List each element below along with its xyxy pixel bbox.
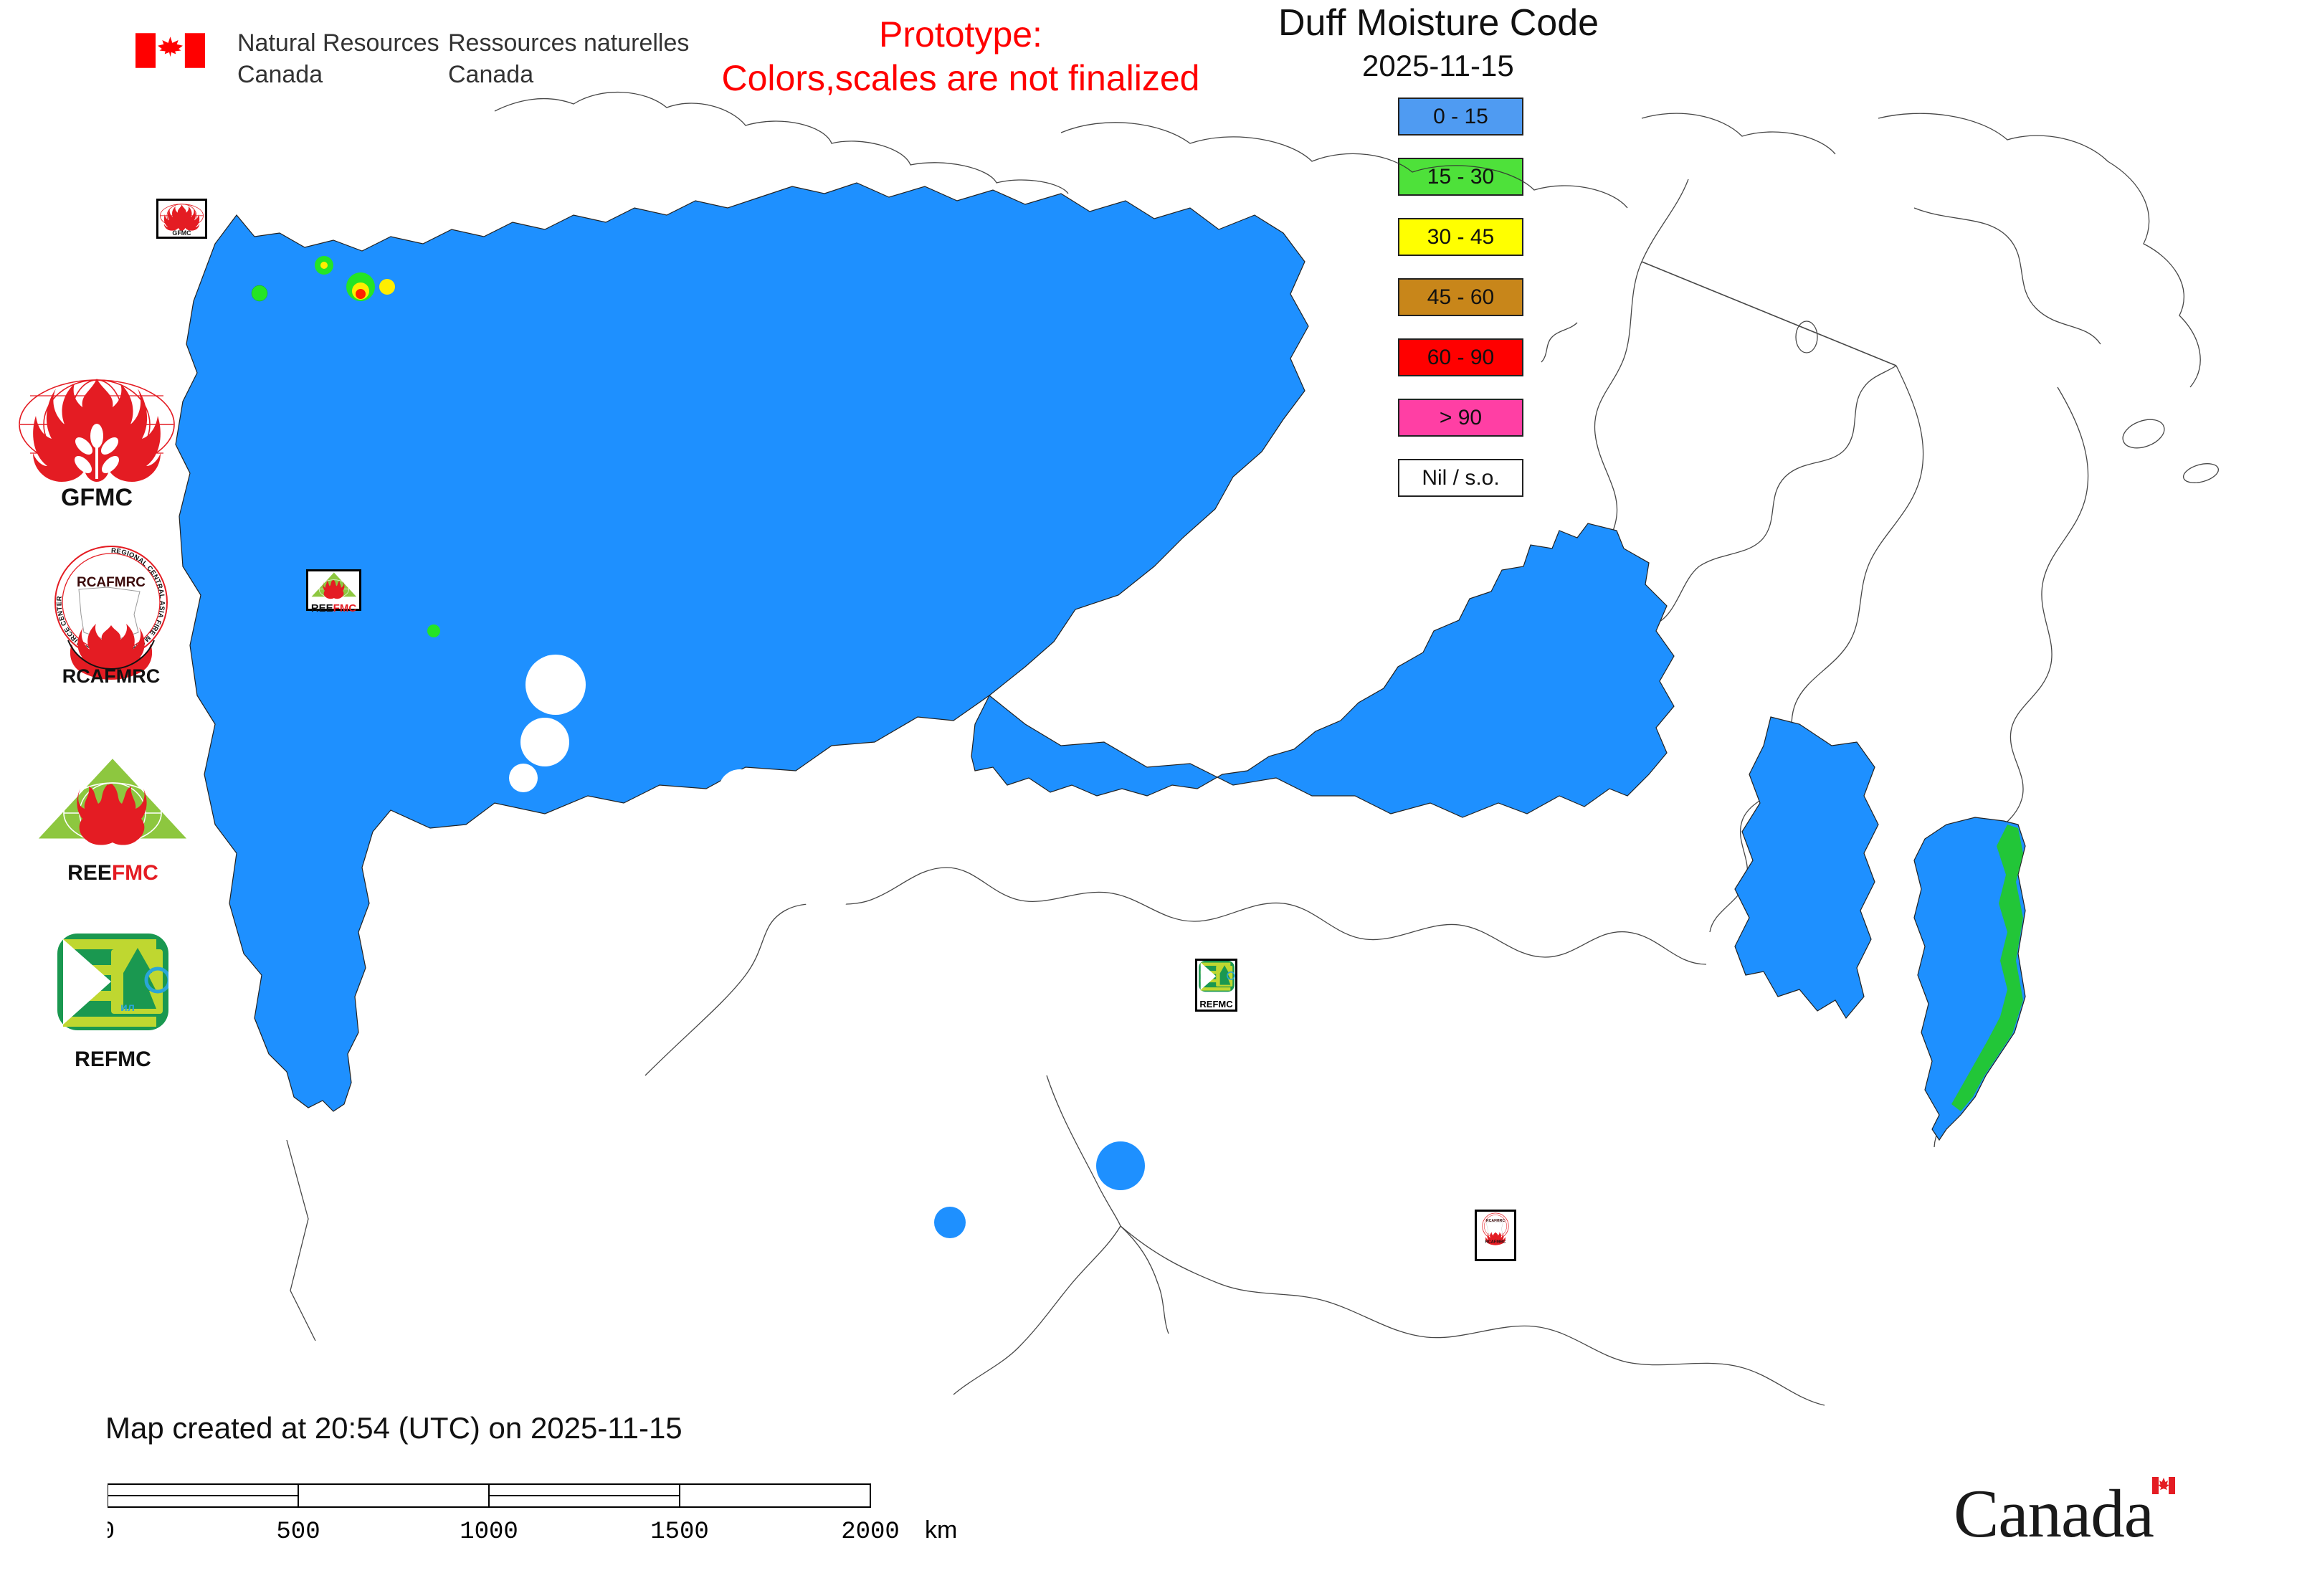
svg-text:RCAFMRC: RCAFMRC <box>62 665 160 687</box>
svg-text:RCAFMRC: RCAFMRC <box>1485 1240 1506 1245</box>
svg-text:2000: 2000 <box>841 1519 900 1545</box>
svg-text:GFMC: GFMC <box>61 484 133 511</box>
svg-text:0: 0 <box>108 1519 115 1545</box>
svg-text:500: 500 <box>276 1519 320 1545</box>
svg-text:RCAFMRC: RCAFMRC <box>1486 1219 1505 1223</box>
svg-text:1000: 1000 <box>460 1519 518 1545</box>
svg-text:Canada: Canada <box>1954 1476 2154 1552</box>
svg-text:ил: ил <box>120 1002 135 1014</box>
svg-text:km: km <box>925 1516 957 1544</box>
svg-text:1500: 1500 <box>650 1519 709 1545</box>
